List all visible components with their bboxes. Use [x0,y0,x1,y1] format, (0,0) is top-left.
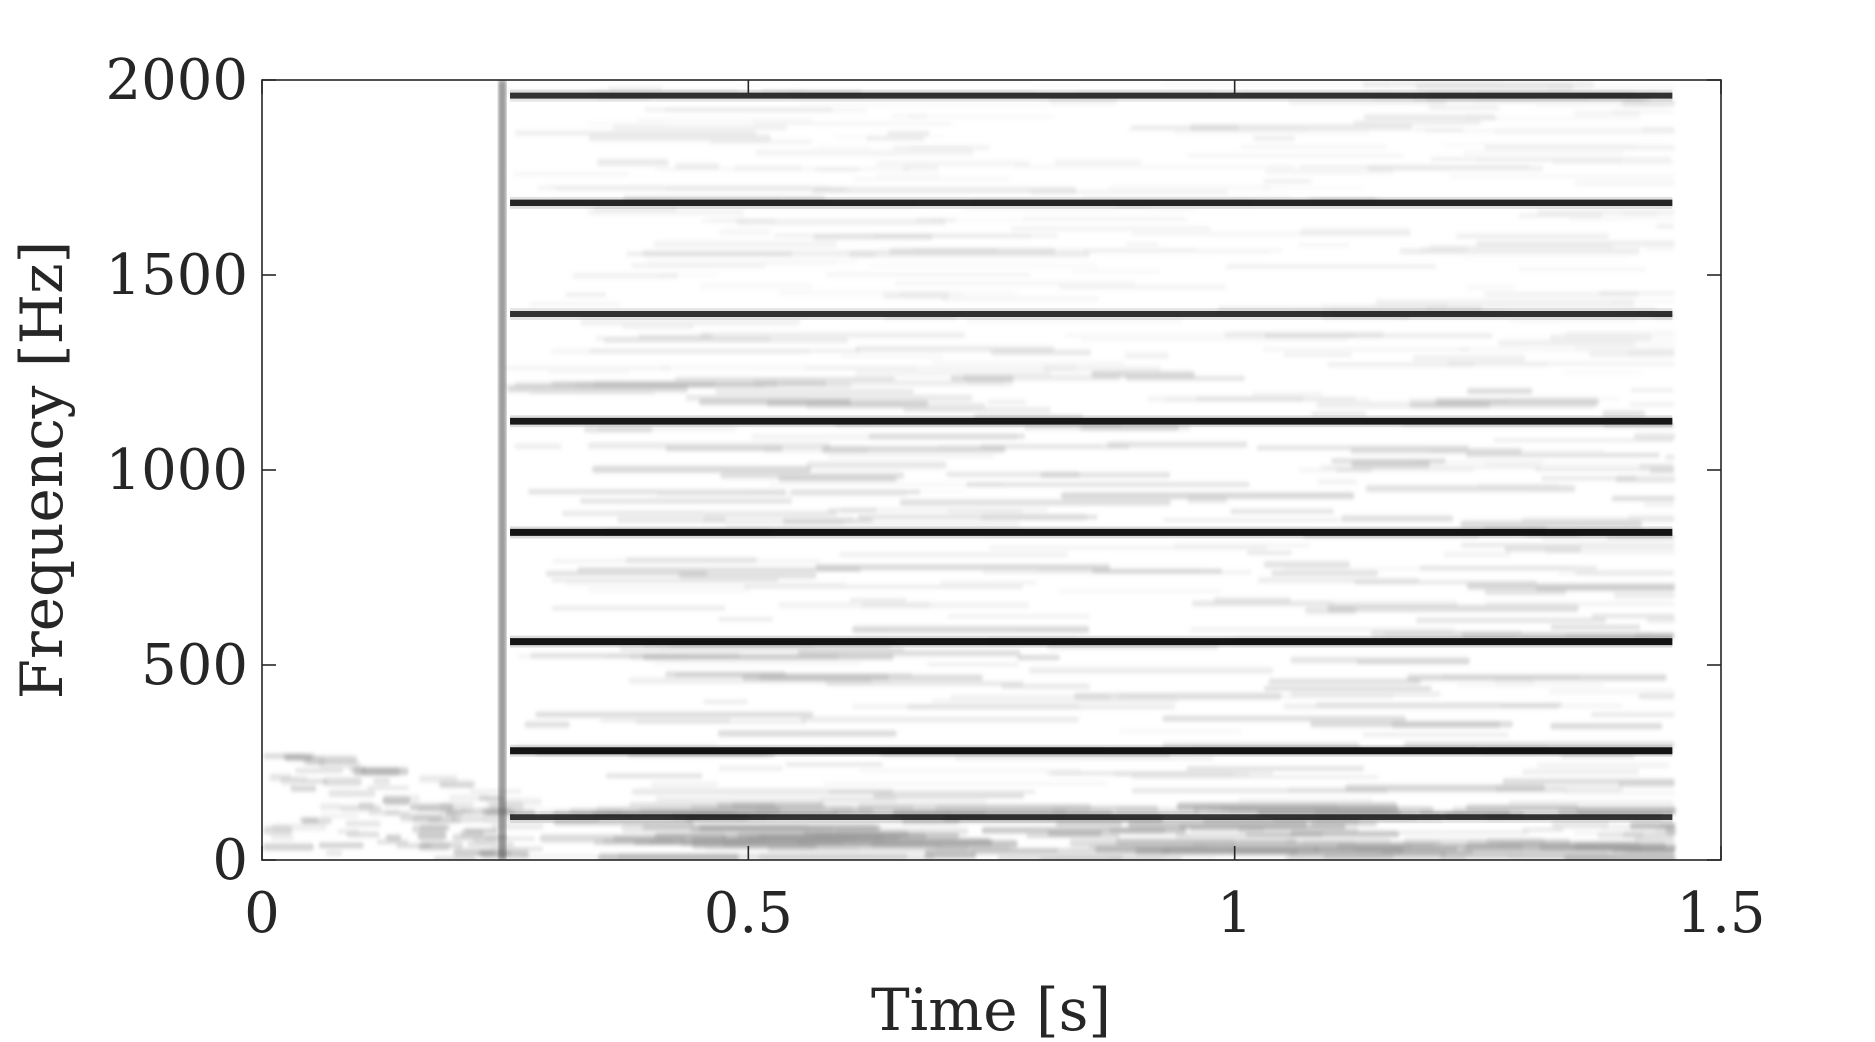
spectrogram-image [262,80,1677,860]
y-axis: 0 500 1000 1500 2000 [105,48,1721,893]
y-tick-label-2: 1000 [105,438,248,503]
y-tick-label-1: 500 [141,633,248,698]
y-tick-label-4: 2000 [105,48,248,113]
y-tick-label-0: 0 [212,828,248,893]
y-tick-label-3: 1500 [105,243,248,308]
harmonic-lines [510,89,1673,824]
x-tick-label-2: 1 [1217,881,1253,946]
x-axis-label: Time [s] [871,976,1111,1042]
x-tick-label-0: 0 [244,881,280,946]
x-tick-label-3: 1.5 [1676,881,1765,946]
spectrogram-texture [262,80,1677,860]
onset-edge [498,80,507,860]
x-axis: 0 0.5 1 1.5 [244,80,1766,946]
y-axis-label: Frequency [Hz] [8,241,76,700]
x-tick-label-1: 0.5 [704,881,793,946]
